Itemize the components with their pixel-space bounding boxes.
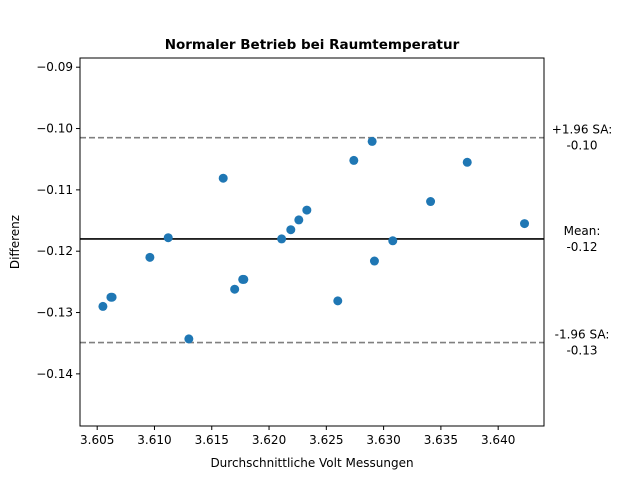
data-point [367, 136, 377, 146]
data-point [426, 197, 436, 207]
plot-frame [79, 57, 545, 427]
y-axis: −0.14 −0.13 −0.12 −0.11 −0.10 −0.09 [36, 60, 80, 381]
mean-label-value: -0.12 [566, 240, 597, 254]
x-tick-label: 3.615 [195, 433, 229, 447]
upper-label-title: +1.96 SA: [552, 123, 612, 137]
y-tick-label: −0.09 [36, 60, 73, 74]
y-tick-label: −0.13 [36, 306, 73, 320]
x-tick-label: 3.625 [309, 433, 343, 447]
x-axis: 3.605 3.610 3.615 3.620 3.625 3.630 3.635 3.640 [80, 426, 515, 447]
data-point [145, 252, 155, 262]
data-point [98, 301, 108, 311]
x-tick-label: 3.635 [424, 433, 458, 447]
x-tick-label: 3.630 [366, 433, 400, 447]
reference-lines [80, 136, 544, 344]
data-point [286, 225, 296, 235]
data-point [163, 233, 173, 243]
x-tick-label: 3.605 [80, 433, 114, 447]
lower-label-title: -1.96 SA: [555, 328, 610, 342]
data-point [333, 296, 343, 306]
x-tick-label: 3.610 [137, 433, 171, 447]
data-point [239, 274, 249, 284]
data-point [349, 155, 359, 165]
x-axis-title: Durchschnittliche Volt Messungen [210, 456, 413, 470]
y-tick-label: −0.12 [36, 244, 73, 258]
reference-annotations: Mean: -0.12 +1.96 SA: -0.10 -1.96 SA: -0.13 [552, 123, 612, 358]
chart-title: Normaler Betrieb bei Raumtemperatur [165, 37, 460, 53]
data-point [294, 215, 304, 225]
y-tick-label: −0.11 [36, 183, 73, 197]
lower-label-value: -0.13 [566, 344, 597, 358]
data-point [277, 234, 287, 244]
y-tick-label: −0.10 [36, 122, 73, 136]
data-point [107, 292, 117, 302]
y-tick-label: −0.14 [36, 367, 73, 381]
data-point [302, 205, 312, 215]
data-points [98, 136, 530, 344]
data-point [520, 219, 530, 229]
data-point [230, 284, 240, 294]
data-point [462, 157, 472, 167]
mean-label-title: Mean: [564, 224, 601, 238]
data-point [184, 334, 194, 344]
y-axis-title: Differenz [8, 215, 22, 269]
x-tick-label: 3.640 [481, 433, 515, 447]
data-point [218, 173, 228, 183]
data-point [369, 256, 379, 266]
data-point [388, 236, 398, 246]
x-tick-label: 3.620 [252, 433, 286, 447]
upper-label-value: -0.10 [566, 139, 597, 153]
